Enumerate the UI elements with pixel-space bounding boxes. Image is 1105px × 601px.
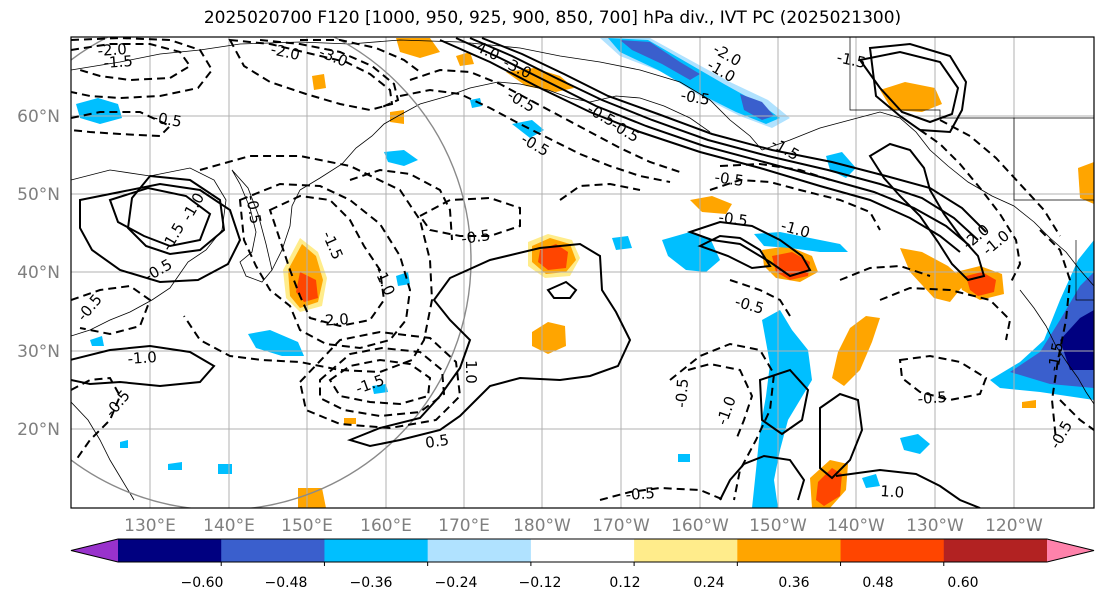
colorbar-segment: [427, 539, 532, 562]
lon-label: 120°W: [985, 516, 1043, 536]
dashed-contours: [71, 37, 1094, 501]
colorbar-extend-high: [1047, 539, 1094, 562]
lon-label: 170°W: [592, 516, 650, 536]
lon-label: 150°W: [749, 516, 807, 536]
contour-label: -1.5: [1044, 341, 1067, 373]
lat-label: 40°N: [17, 263, 60, 283]
range-circle: [71, 37, 472, 508]
lat-label: 30°N: [17, 342, 60, 362]
colorbar-segment: [324, 539, 429, 562]
contour-label: 1.0: [462, 360, 480, 384]
shaded-field: [76, 38, 1094, 508]
contour-label: 0.5: [424, 431, 450, 452]
lat-label: 50°N: [17, 185, 60, 205]
colorbar-tick-label: −0.12: [519, 575, 562, 591]
colorbar-labels: −0.60 −0.48 −0.36 −0.24 −0.12 0.12 0.24 …: [181, 575, 979, 591]
gridlines: [71, 37, 1094, 508]
lon-label: 130°E: [124, 516, 176, 536]
colorbar-tick-label: 0.48: [862, 575, 893, 591]
contour-label: -0.5: [713, 168, 745, 190]
lon-label: 130°W: [906, 516, 964, 536]
contour-label: -0.5: [625, 484, 655, 504]
map-title: 2025020700 F120 [1000, 950, 925, 900, 85…: [203, 8, 902, 28]
lon-label: 140°W: [827, 516, 885, 536]
lat-label: 60°N: [17, 107, 60, 127]
colorbar-segment: [530, 539, 635, 562]
lon-label: 160°W: [671, 516, 729, 536]
contour-label: -2.0: [319, 310, 349, 330]
colorbar-outline: [70, 538, 1095, 563]
colorbar-tick-label: 0.24: [693, 575, 724, 591]
contour-label: -1.5: [835, 48, 867, 72]
contour-label: -0.5: [672, 378, 692, 408]
latitude-axis: 60°N 50°N 40°N 30°N 20°N: [17, 107, 60, 440]
borders: [849, 37, 1094, 301]
contour-label: 1.0: [880, 482, 905, 502]
lon-label: 180°W: [513, 516, 571, 536]
map-area: -2.0 -1.5 -2.0 -3.0 -4.0 -3.0 -2.0 -1.0 …: [71, 37, 1094, 508]
colorbar: [70, 538, 1095, 566]
contour-label: -2.0: [97, 40, 127, 60]
colorbar-tick-label: −0.48: [265, 575, 308, 591]
contour-label: -1.5: [103, 52, 133, 72]
contour-label: -0.5: [242, 194, 265, 226]
contour-label: -0.5: [151, 108, 183, 131]
contour-label: -0.5: [917, 388, 947, 408]
longitude-axis: 130°E 140°E 150°E 160°E 170°E 180°W 170°…: [124, 516, 1043, 536]
lon-label: 140°E: [203, 516, 255, 536]
colorbar-segment: [634, 539, 738, 562]
colorbar-tick-label: 0.12: [609, 575, 640, 591]
lon-label: 170°E: [438, 516, 490, 536]
contour-label: -2.0: [269, 40, 301, 64]
colorbar-tick-label: 0.36: [778, 575, 809, 591]
lon-label: 150°E: [281, 516, 333, 536]
contour-label: -1.0: [127, 348, 157, 368]
colorbar-extend-low: [71, 539, 118, 562]
colorbar-tick-label: 0.60: [947, 575, 978, 591]
colorbar-segment: [943, 539, 1048, 562]
contour-label: -0.5: [679, 86, 711, 109]
contour-label: -0.5: [460, 226, 492, 248]
colorbar-tick-label: −0.24: [435, 575, 478, 591]
colorbar-segment: [221, 539, 325, 562]
colorbar-tick-label: −0.36: [350, 575, 393, 591]
lon-label: 160°E: [360, 516, 412, 536]
colorbar-segment: [737, 539, 842, 562]
colorbar-segment: [840, 539, 945, 562]
colorbar-tick-label: −0.60: [181, 575, 224, 591]
contour-label: -0.5: [717, 208, 749, 230]
map-frame: [70, 36, 1095, 509]
colorbar-segment: [118, 539, 222, 562]
lat-label: 20°N: [17, 420, 60, 440]
solid-contours: [71, 37, 987, 508]
